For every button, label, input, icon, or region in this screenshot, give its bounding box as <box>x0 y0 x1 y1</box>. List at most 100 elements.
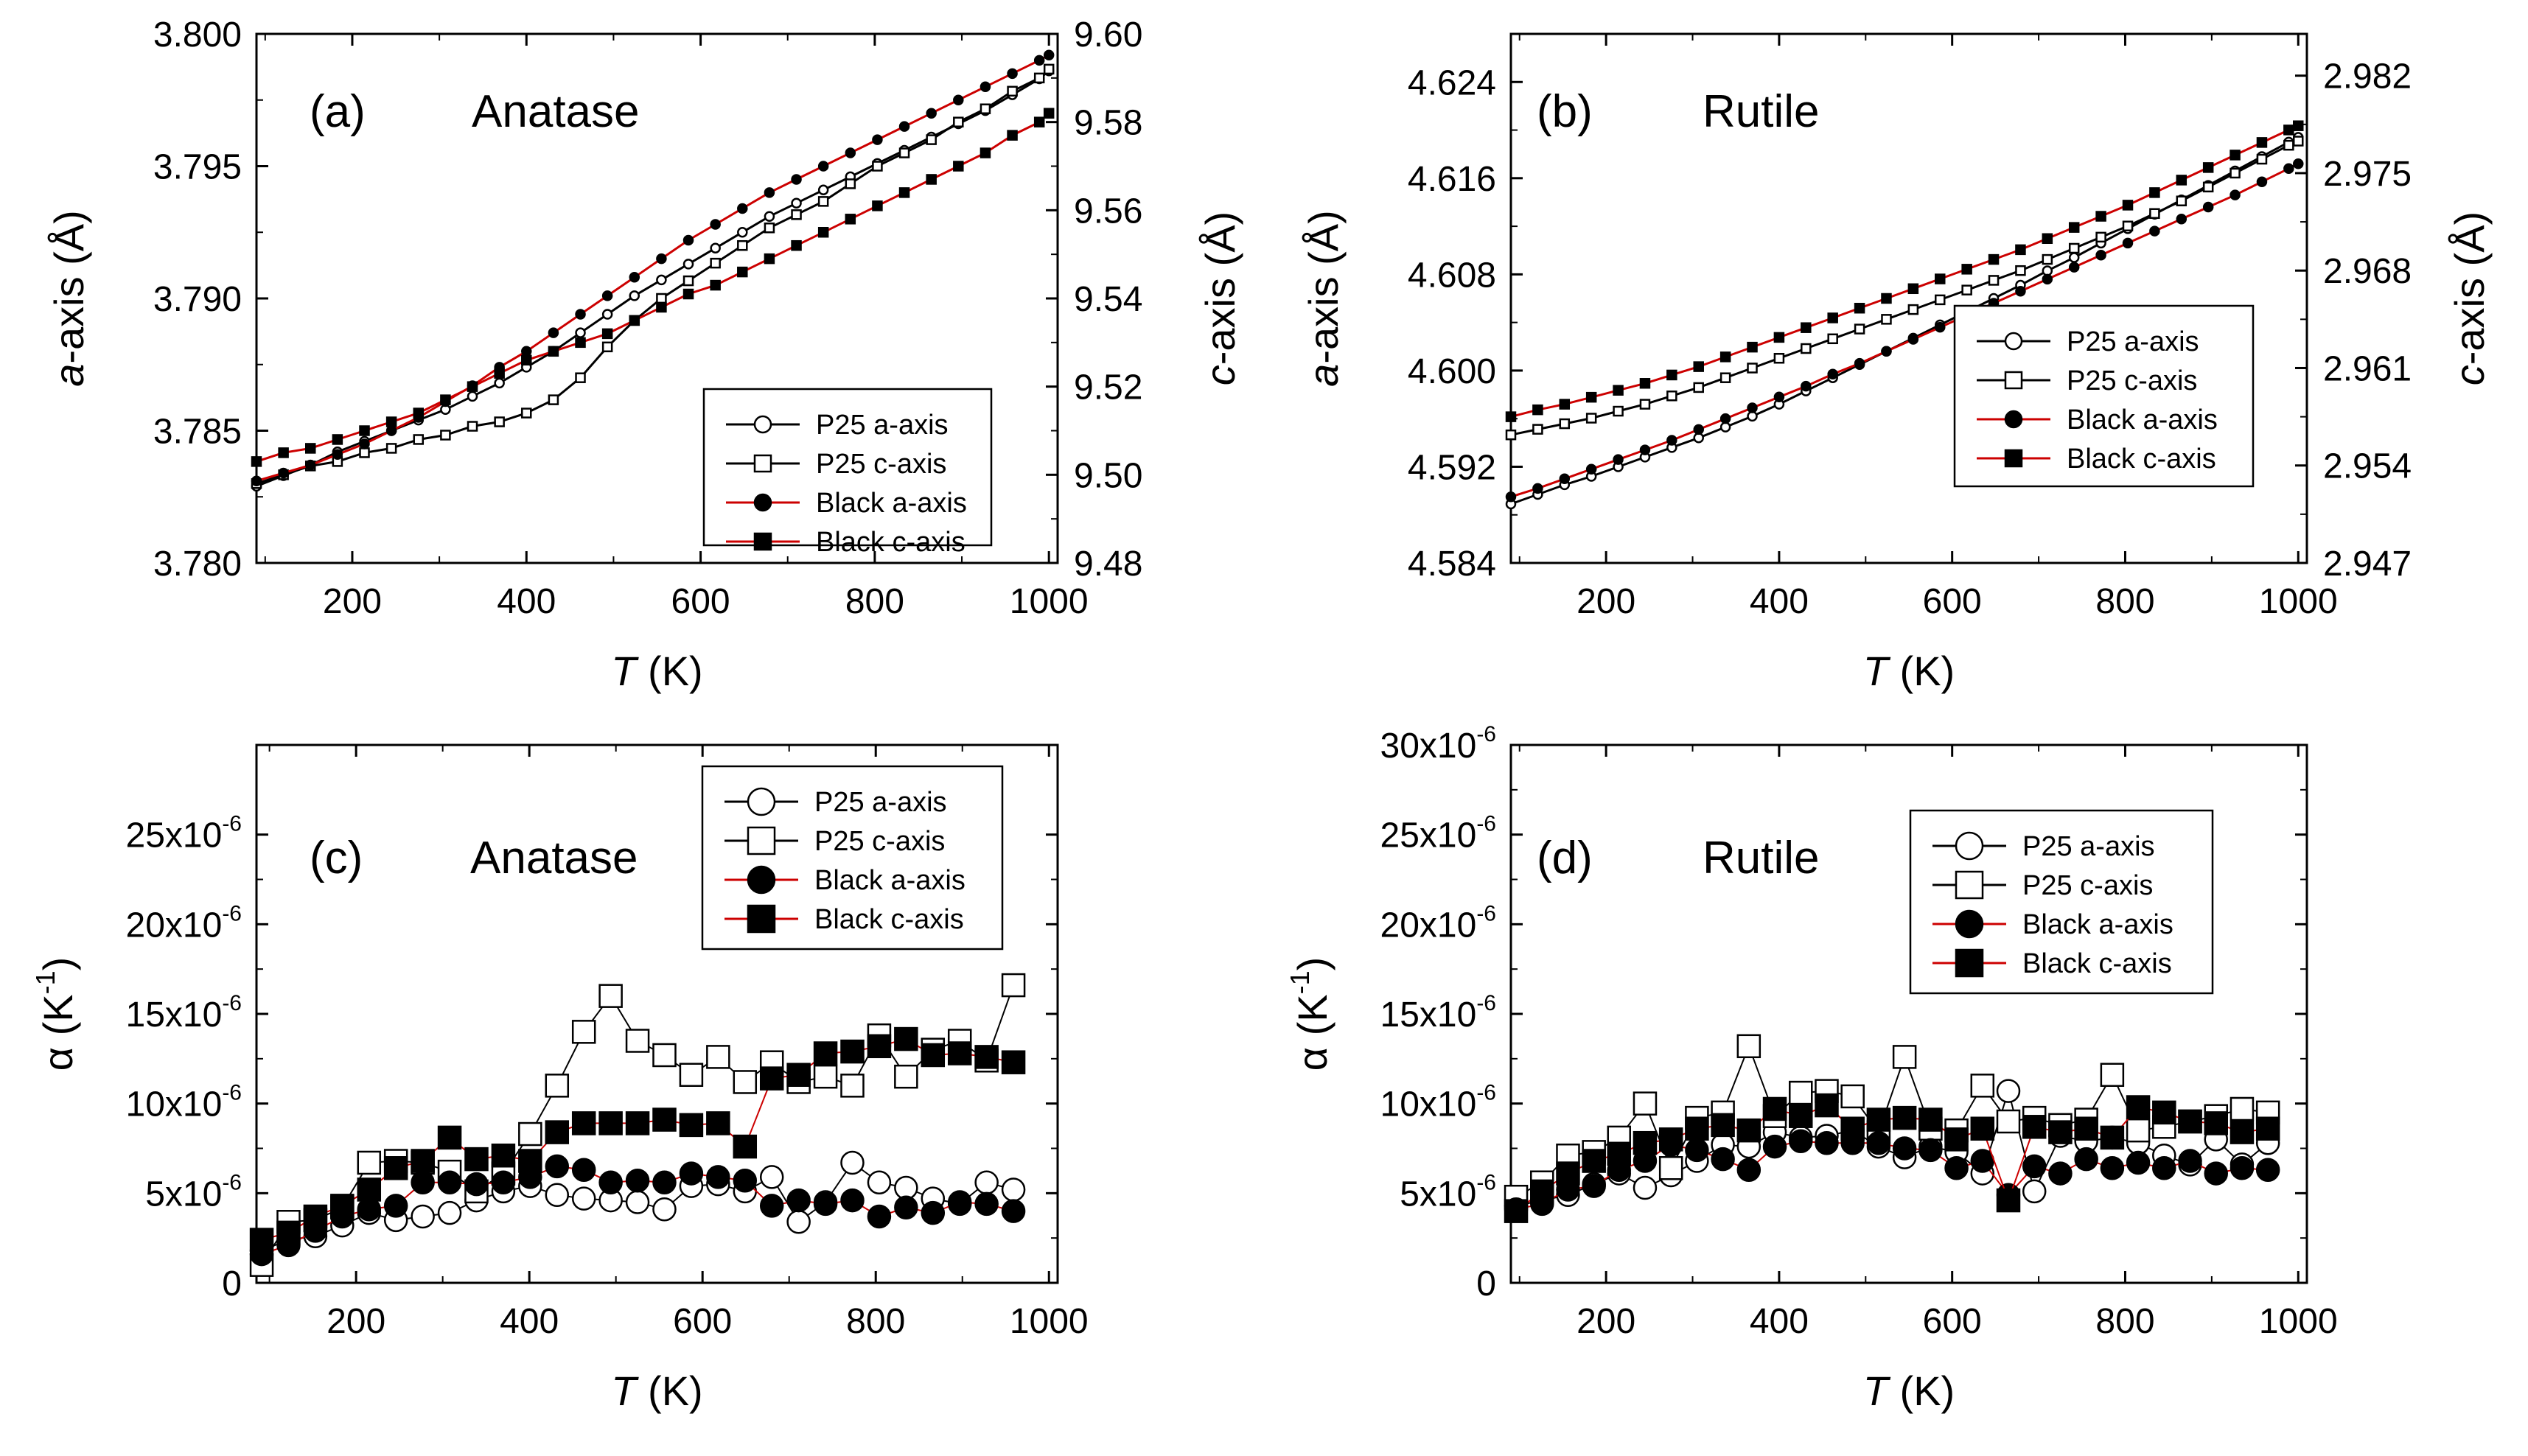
y-axis-label-sup: -1 <box>30 970 60 994</box>
data-point <box>1613 454 1624 465</box>
data-point <box>2176 214 2187 225</box>
data-point <box>2068 252 2080 263</box>
data-point <box>894 1175 918 1200</box>
x-tick-label: 600 <box>1923 582 1982 621</box>
data-point <box>2126 1150 2151 1175</box>
panel-tag: (c) <box>310 833 363 883</box>
data-point <box>1711 1147 1735 1172</box>
y-tick-label: 4.600 <box>1408 352 1496 391</box>
panel-tag: (d) <box>1537 833 1593 883</box>
data-point <box>359 438 370 449</box>
y2-tick-label: 9.52 <box>1074 368 1142 407</box>
y-tick-label-exp: -6 <box>1476 991 1496 1015</box>
data-point <box>682 259 694 270</box>
data-point <box>759 1165 784 1189</box>
y2-tick-label: 2.968 <box>2323 252 2412 291</box>
data-point <box>2283 163 2294 175</box>
data-point <box>1762 1096 1787 1121</box>
data-point <box>1996 1079 2021 1103</box>
legend-marker <box>747 787 776 816</box>
data-point <box>2015 285 2026 297</box>
panel-tag: (b) <box>1537 86 1593 137</box>
data-point <box>437 1170 462 1194</box>
data-point <box>1530 1179 1554 1204</box>
data-point <box>625 1169 650 1193</box>
y2-tick-label: 2.947 <box>2323 545 2412 584</box>
data-point <box>2048 1120 2073 1144</box>
data-point <box>1827 368 1838 380</box>
data-point <box>947 1041 972 1065</box>
legend-marker <box>747 865 776 895</box>
legend-label: Black a-axis <box>814 865 966 896</box>
y2-tick-label: 2.954 <box>2323 447 2412 486</box>
data-point <box>2230 189 2241 200</box>
data-point <box>656 301 667 313</box>
data-point <box>652 1197 677 1222</box>
data-point <box>2256 153 2268 165</box>
data-point <box>2149 187 2160 198</box>
data-point <box>1970 1149 1995 1173</box>
data-point <box>682 288 694 300</box>
y-tick-label-base: 20x10 <box>126 906 223 945</box>
data-point <box>2202 162 2214 173</box>
y-axis-label-rest: -axis (Å) <box>46 210 92 363</box>
data-point <box>332 449 343 461</box>
x-axis-label: T (K) <box>1863 1368 1955 1414</box>
data-point <box>571 1111 596 1135</box>
legend-label: P25 a-axis <box>816 410 949 441</box>
data-point <box>464 1172 489 1197</box>
x-tick-label: 800 <box>2095 1302 2154 1341</box>
y2-axis-label-rest: -axis (Å) <box>1197 211 1243 365</box>
legend-label: Black a-axis <box>2067 405 2218 435</box>
data-point <box>2022 1179 2047 1204</box>
data-point <box>251 475 262 486</box>
data-point <box>2293 158 2304 169</box>
data-point <box>872 200 883 211</box>
y-tick-label-base: 0 <box>222 1264 242 1303</box>
data-point <box>1639 444 1651 455</box>
y-tick-label-exp: -6 <box>1476 812 1496 836</box>
data-point <box>840 1039 865 1064</box>
y-tick-label: 20x10-6 <box>1380 901 1496 945</box>
data-point <box>1970 1074 1995 1098</box>
legend: P25 a-axis P25 c-axis Black a-axis Black c-… <box>701 765 1004 951</box>
y-tick-label-base: 0 <box>1476 1264 1496 1303</box>
data-point <box>1658 1156 1683 1180</box>
legend-label: Black c-axis <box>2067 444 2216 475</box>
y-tick-label: 25x10-6 <box>126 812 242 855</box>
data-point <box>845 214 856 225</box>
data-point <box>840 1188 865 1213</box>
data-point <box>817 184 829 196</box>
data-point <box>2122 220 2134 231</box>
data-point <box>921 1043 946 1068</box>
data-point <box>1961 284 1972 295</box>
data-point <box>1582 1174 1606 1198</box>
panel-a-chart: 200 400 600 800 1000 T (K) 3.780 3.785 3.790 3.79… <box>46 15 1243 694</box>
data-point <box>2230 1120 2255 1144</box>
data-point <box>2100 1125 2125 1150</box>
data-point <box>817 161 829 172</box>
data-point <box>679 1161 704 1186</box>
data-point <box>437 1200 462 1225</box>
y-tick-label: 3.800 <box>153 15 242 55</box>
data-point <box>1719 372 1731 383</box>
data-point <box>411 1170 435 1194</box>
legend: P25 a-axis P25 c-axis Black a-axis Black c-… <box>1909 809 2214 995</box>
y2-tick-label: 9.60 <box>1074 15 1142 55</box>
panel-title: Rutile <box>1703 833 1820 883</box>
data-point <box>706 1165 730 1189</box>
data-point <box>575 309 586 320</box>
y-tick-label-base: 10x10 <box>126 1085 223 1124</box>
data-point <box>494 377 505 389</box>
data-point <box>357 1197 382 1222</box>
data-point <box>737 227 748 238</box>
data-point <box>601 309 613 320</box>
data-point <box>926 108 937 119</box>
data-point <box>845 178 856 189</box>
data-point <box>2095 211 2106 222</box>
data-point <box>1532 483 1543 494</box>
x-tick-label: 200 <box>1576 582 1635 621</box>
data-point <box>652 1043 677 1068</box>
